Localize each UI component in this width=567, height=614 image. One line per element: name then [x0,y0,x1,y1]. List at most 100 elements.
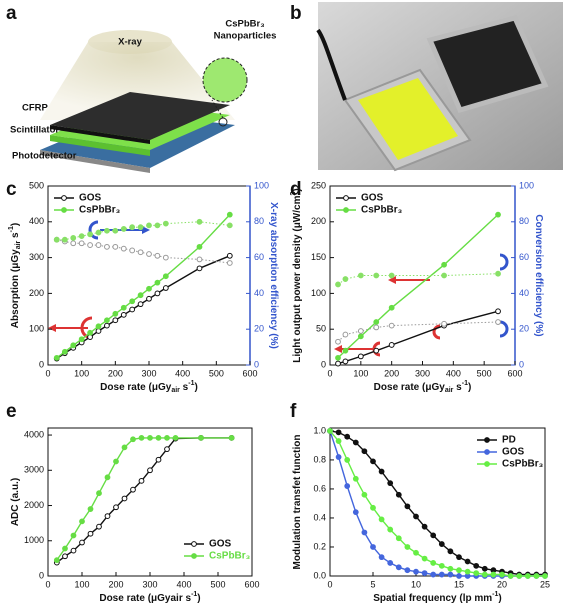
x-tick-label: 300 [415,368,430,378]
data-point [162,273,169,280]
y-tick-label: 3000 [24,465,44,475]
label-part: -1 [188,380,194,387]
data-point [62,553,68,560]
data-point [404,544,411,550]
x-tick-label: 100 [74,579,89,589]
data-point [378,554,385,561]
marker-arc [432,324,441,340]
data-point [196,243,203,250]
x-axis-label: Dose rate (μGyair s-1) [100,380,198,394]
y2-tick-label: 0 [254,359,259,369]
data-point [421,523,428,530]
data-point [129,298,136,305]
data-point [79,539,85,546]
data-point [473,570,480,576]
label-part: Modulation transfet function [292,435,303,570]
data-point [456,573,462,579]
label-part: -1 [462,380,468,387]
data-point [137,301,144,308]
data-point [226,252,233,259]
data-point [490,571,497,578]
data-point [404,503,411,510]
label-part: s [180,382,189,393]
data-point [121,495,128,502]
data-point [388,272,395,279]
data-point [335,338,341,345]
data-point [447,565,454,572]
legend-marker [61,195,67,201]
x-tick-label: 100 [74,368,89,378]
data-point [335,454,342,460]
label-part: ) [194,382,197,393]
data-point [164,446,170,453]
x-tick-label: 20 [497,579,507,589]
data-point [228,434,235,441]
data-point [524,573,531,579]
data-point [387,526,394,533]
legend-label: GOS [79,193,102,204]
y2-axis-label: X-ray absorption efficiency (%) [268,202,279,349]
data-point [342,276,349,282]
arrow-head [334,345,342,353]
data-point [137,249,144,256]
label-part: X-ray absorption efficiency (%) [268,202,279,349]
layer-label: Scintillator [10,125,59,136]
scintillator-edge [50,135,150,156]
legend-marker [343,195,349,201]
data-point [378,516,385,523]
y-tick-label: 0.2 [313,541,326,551]
y-tick-label: 0 [321,359,326,369]
particle-label: CsPbBr₃ [225,19,264,30]
y2-tick-label: 0 [519,359,524,369]
data-point [430,532,437,539]
panel-label: f [290,401,297,422]
data-point [495,270,501,277]
data-point [413,568,419,575]
data-point [335,281,341,288]
panel-label: d [290,179,302,200]
data-point [495,319,501,325]
data-point [129,306,136,313]
plot-frame [329,185,516,366]
data-point [370,504,376,511]
y-tick-label: 0.0 [313,570,326,580]
y-tick-label: 250 [311,180,326,190]
data-point [395,564,402,571]
data-point [473,562,480,569]
data-point [164,434,170,441]
data-point [495,308,501,315]
y-tick-label: 0.4 [313,512,326,522]
data-point [395,491,402,498]
data-point [344,433,351,440]
data-point [464,558,471,565]
data-point [146,295,152,302]
data-point [327,428,333,434]
y-tick-label: 300 [29,252,44,262]
label-part: s [10,232,21,241]
data-point [456,554,462,561]
y-axis-label: ADC (a.u.) [10,478,21,526]
data-point [373,324,380,331]
legend-label: CsPbBr₃ [79,205,121,216]
data-point [196,256,203,263]
data-point [226,222,233,229]
data-point [441,320,447,327]
data-point [154,290,161,297]
data-point [481,565,488,572]
data-point [335,354,341,361]
data-point [53,354,60,361]
data-point [53,236,60,243]
label-part: -1 [191,591,197,598]
data-point [120,304,127,311]
label-part: air [15,240,22,249]
y-tick-label: 0 [39,570,44,580]
data-point [130,436,136,443]
data-point [95,242,102,248]
data-point [361,491,368,498]
y-tick-label: 200 [29,288,44,298]
x-tick-label: 600 [244,579,259,589]
label-part: air [445,387,454,394]
label-part: Dose rate (μGyair s [99,593,191,604]
data-point [438,562,445,569]
data-point [113,458,119,465]
